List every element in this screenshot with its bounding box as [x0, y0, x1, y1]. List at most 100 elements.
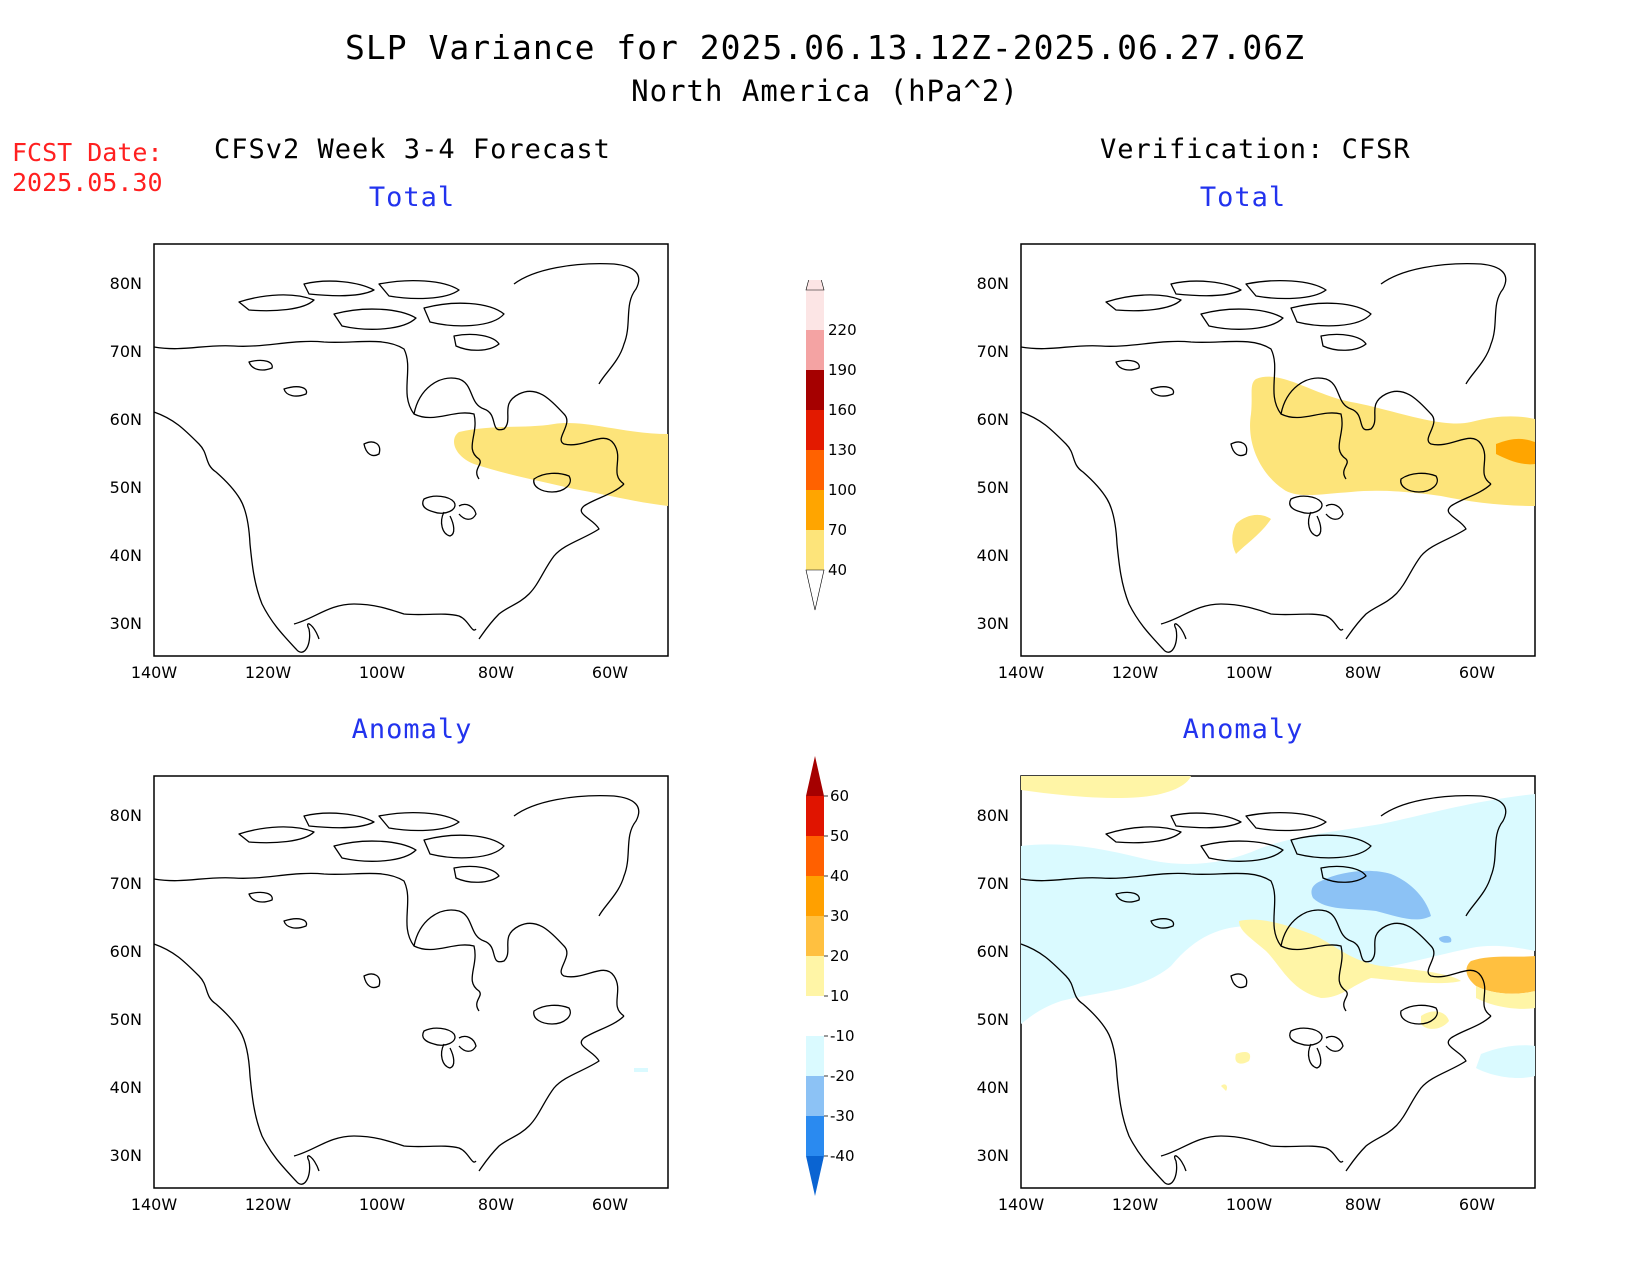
lat-label-80n: 80N	[110, 806, 142, 825]
colorbar-anomaly-label: -40	[830, 1147, 855, 1165]
lon-label-120w: 120W	[245, 1195, 292, 1214]
lat-label-40n: 40N	[110, 546, 142, 565]
colorbar-anomaly-box	[806, 1036, 824, 1076]
lat-label-80n: 80N	[977, 806, 1009, 825]
lon-label-120w: 120W	[245, 663, 292, 682]
colorbar-anomaly-top-arrow	[806, 756, 824, 796]
colorbar-anomaly-label: 40	[830, 867, 849, 885]
colorbar-anomaly-label: 50	[830, 827, 849, 845]
lat-label-80n: 80N	[977, 274, 1009, 293]
fcst-date: FCST Date: 2025.05.30	[12, 138, 163, 198]
panel-title-forecast-anomaly: Anomaly	[351, 714, 473, 745]
panel-title-verify-total: Total	[1199, 182, 1287, 213]
lat-ticks-verify-total: 30N 40N 50N 60N 70N 80N	[977, 274, 1009, 633]
lon-label-60w: 60W	[592, 1195, 628, 1214]
lat-label-60n: 60N	[110, 410, 142, 429]
lon-label-140w: 140W	[131, 663, 178, 682]
colorbar-total-label: 40	[828, 561, 847, 579]
lon-label-80w: 80W	[1345, 663, 1381, 682]
main-title: SLP Variance for 2025.06.13.12Z-2025.06.…	[345, 28, 1305, 67]
colorbar-anomaly-boxes	[806, 756, 824, 1196]
lon-label-100w: 100W	[1226, 1195, 1273, 1214]
contours-verify-total	[1020, 263, 1535, 653]
colorbar-total-box	[806, 410, 824, 450]
colorbar-total-label: 100	[828, 481, 857, 499]
lon-ticks-forecast-anomaly: 140W 120W 100W 80W 60W	[131, 1195, 628, 1214]
fcst-date-label: FCST Date:	[12, 138, 163, 167]
colorbar-total-bottom-arrow	[805, 569, 825, 611]
colorbar-anomaly-box	[806, 796, 824, 836]
lon-label-140w: 140W	[131, 1195, 178, 1214]
sub-title: North America (hPa^2)	[631, 74, 1019, 108]
lon-ticks-forecast-total: 140W 120W 100W 80W 60W	[131, 663, 628, 682]
colorbar-total-box	[806, 370, 824, 410]
colorbar-total-box	[806, 330, 824, 370]
lat-label-70n: 70N	[110, 874, 142, 893]
lat-label-50n: 50N	[110, 1010, 142, 1029]
colorbar-anomaly-box	[806, 916, 824, 956]
colorbar-total-box	[806, 490, 824, 530]
contours-forecast-anomaly	[153, 795, 648, 1185]
lon-label-100w: 100W	[1226, 663, 1273, 682]
colorbar-total-boxes	[805, 280, 825, 611]
colorbar-total-labels: 40 70 100 130 160 190 220	[828, 321, 857, 579]
colorbar-anomaly: -40 -30 -20 -10 10 20 30 40 50 60	[806, 756, 855, 1196]
lat-label-80n: 80N	[110, 274, 142, 293]
colorbar-anomaly-label: -20	[830, 1067, 855, 1085]
lon-label-120w: 120W	[1112, 663, 1159, 682]
contours-forecast-total	[153, 263, 668, 653]
lon-label-140w: 140W	[998, 1195, 1045, 1214]
lat-label-50n: 50N	[977, 478, 1009, 497]
colorbar-total-label: 130	[828, 441, 857, 459]
lon-label-140w: 140W	[998, 663, 1045, 682]
colorbar-anomaly-labels: -40 -30 -20 -10 10 20 30 40 50 60	[824, 787, 855, 1165]
lon-label-60w: 60W	[1459, 663, 1495, 682]
colorbar-total-label: 220	[828, 321, 857, 339]
colorbar-anomaly-bottom-arrow	[806, 1156, 824, 1196]
colorbar-anomaly-box	[806, 956, 824, 996]
colorbar-anomaly-box	[806, 836, 824, 876]
colorbar-total-label: 160	[828, 401, 857, 419]
lat-label-50n: 50N	[110, 478, 142, 497]
contours-verify-anomaly	[1020, 776, 1535, 1185]
lat-label-70n: 70N	[110, 342, 142, 361]
lon-label-80w: 80W	[478, 1195, 514, 1214]
lat-ticks-verify-anomaly: 30N 40N 50N 60N 70N 80N	[977, 806, 1009, 1165]
panel-title-verify-anomaly: Anomaly	[1182, 714, 1304, 745]
lon-label-60w: 60W	[592, 663, 628, 682]
fcst-date-value: 2025.05.30	[12, 168, 163, 197]
lon-label-120w: 120W	[1112, 1195, 1159, 1214]
lat-label-30n: 30N	[977, 1146, 1009, 1165]
lon-label-60w: 60W	[1459, 1195, 1495, 1214]
lat-label-40n: 40N	[110, 1078, 142, 1097]
lon-ticks-verify-total: 140W 120W 100W 80W 60W	[998, 663, 1495, 682]
colorbar-anomaly-label: 60	[830, 787, 849, 805]
panel-title-forecast-total: Total	[368, 182, 456, 213]
colorbar-total-box	[806, 530, 824, 570]
lat-label-30n: 30N	[977, 614, 1009, 633]
lon-label-100w: 100W	[359, 663, 406, 682]
lon-label-80w: 80W	[478, 663, 514, 682]
colorbar-total-top-arrow	[805, 280, 825, 291]
colorbar-anomaly-label: -10	[830, 1027, 855, 1045]
lat-label-30n: 30N	[110, 1146, 142, 1165]
map-forecast-total: 30N 40N 50N 60N 70N 80N 140W 120W 100W 8…	[110, 243, 669, 682]
colorbar-anomaly-label: -30	[830, 1107, 855, 1125]
colorbar-total-label: 70	[828, 521, 847, 539]
lat-label-30n: 30N	[110, 614, 142, 633]
map-verify-total: 30N 40N 50N 60N 70N 80N 140W 120W 100W 8…	[977, 243, 1536, 682]
lat-label-60n: 60N	[110, 942, 142, 961]
colorbar-anomaly-box	[806, 1076, 824, 1116]
colorbar-anomaly-label: 10	[830, 987, 849, 1005]
lat-label-40n: 40N	[977, 1078, 1009, 1097]
lat-label-40n: 40N	[977, 546, 1009, 565]
colorbar-anomaly-box	[806, 1116, 824, 1156]
lat-label-50n: 50N	[977, 1010, 1009, 1029]
map-verify-anomaly: 30N 40N 50N 60N 70N 80N 140W 120W 100W 8…	[977, 775, 1536, 1214]
colorbar-total: 40 70 100 130 160 190 220	[805, 280, 857, 611]
colorbar-total-label: 190	[828, 361, 857, 379]
colorbar-anomaly-label: 30	[830, 907, 849, 925]
column-title-verification: Verification: CFSR	[1100, 134, 1411, 165]
lat-label-60n: 60N	[977, 942, 1009, 961]
lon-ticks-verify-anomaly: 140W 120W 100W 80W 60W	[998, 1195, 1495, 1214]
